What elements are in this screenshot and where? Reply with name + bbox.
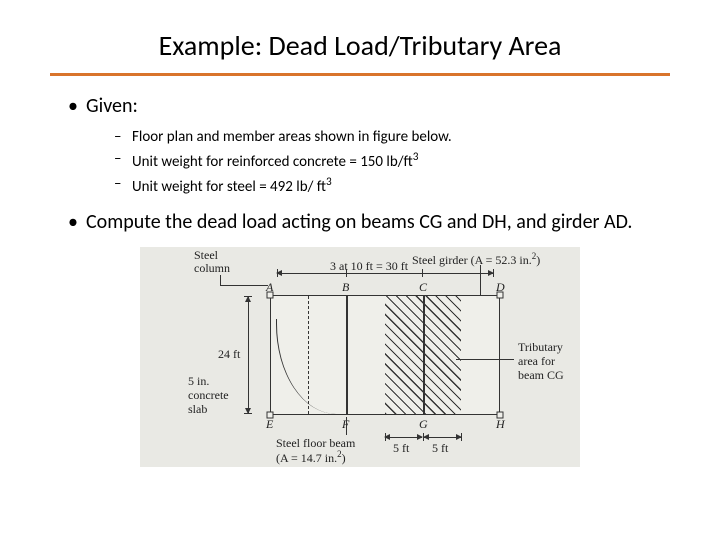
given-item-1: Floor plan and member areas shown in fig… xyxy=(114,128,670,146)
lead-trib xyxy=(456,359,514,360)
label-beam: Steel floor beam(A = 14.7 in.2) xyxy=(276,437,355,465)
tick-d xyxy=(493,269,494,277)
node-H: H xyxy=(496,417,505,432)
node-B: B xyxy=(342,280,349,295)
tributary-hatch xyxy=(385,296,461,414)
compute-text: Compute the dead load acting on beams CG… xyxy=(68,210,670,235)
btick-1 xyxy=(385,433,386,441)
label-trib: Tributaryarea forbeam CG xyxy=(518,341,564,382)
label-slab: 5 in.concreteslab xyxy=(188,375,229,416)
lead-steel-column-h xyxy=(220,285,268,286)
given-item-3: Unit weight for steel = 492 lb/ ft3 xyxy=(114,175,670,196)
label-depth: 24 ft xyxy=(218,347,240,362)
btick-3 xyxy=(461,433,462,441)
depth-arrow xyxy=(248,297,249,413)
label-top-span: 3 at 10 ft = 30 ft xyxy=(330,259,408,274)
label-5ft-2: 5 ft xyxy=(432,441,448,456)
lead-beam xyxy=(346,417,347,435)
tick-c xyxy=(422,269,423,277)
label-5ft-1: 5 ft xyxy=(393,441,409,456)
lead-girder xyxy=(480,265,481,295)
floor-plan-figure: Steelcolumn Steel girder (A = 52.3 in.2)… xyxy=(140,247,580,467)
given-heading: Given: xyxy=(68,94,670,118)
given-item-2: Unit weight for reinforced concrete = 15… xyxy=(114,150,670,171)
bot-arrow-1 xyxy=(385,437,422,438)
title-rule xyxy=(50,73,670,76)
beam-BF xyxy=(346,295,348,415)
label-steel-column: Steelcolumn xyxy=(194,249,230,275)
btick-2 xyxy=(423,433,424,441)
node-A: A xyxy=(266,280,273,295)
page-title: Example: Dead Load/Tributary Area xyxy=(50,28,670,63)
depth-tick-top xyxy=(244,296,252,297)
tick-a xyxy=(277,269,278,277)
node-G: G xyxy=(419,417,428,432)
bot-arrow-2 xyxy=(424,437,461,438)
figure-wrap: Steelcolumn Steel girder (A = 52.3 in.2)… xyxy=(50,247,670,467)
depth-tick-bot xyxy=(244,413,252,414)
lead-steel-column-v xyxy=(220,275,221,285)
node-E: E xyxy=(266,417,273,432)
node-D: D xyxy=(496,280,505,295)
label-girder: Steel girder (A = 52.3 in.2) xyxy=(412,251,540,268)
node-C: C xyxy=(419,280,427,295)
